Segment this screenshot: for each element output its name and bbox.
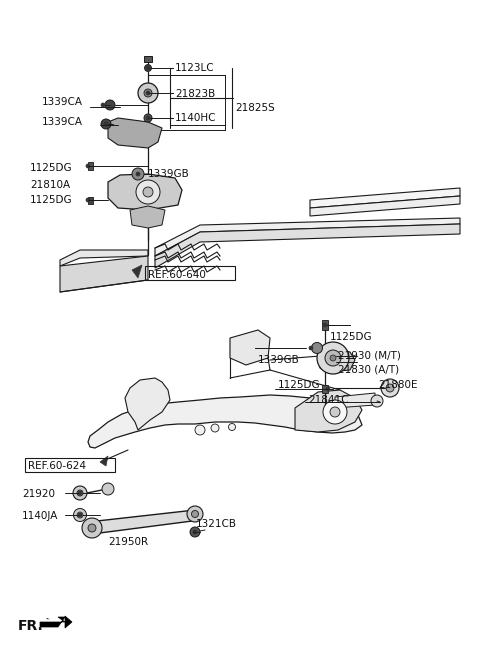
- Text: 1339GB: 1339GB: [258, 355, 300, 365]
- Circle shape: [146, 91, 150, 95]
- Text: 21823B: 21823B: [175, 89, 215, 99]
- Bar: [25, 458, 115, 472]
- Text: 1140JA: 1140JA: [22, 511, 59, 521]
- Circle shape: [146, 66, 150, 70]
- Text: REF.60-624: REF.60-624: [28, 461, 86, 471]
- Polygon shape: [60, 250, 148, 266]
- Circle shape: [144, 89, 152, 97]
- Circle shape: [86, 164, 90, 168]
- Polygon shape: [155, 224, 460, 268]
- Circle shape: [105, 100, 115, 110]
- Text: 1125DG: 1125DG: [330, 332, 372, 342]
- Circle shape: [77, 512, 83, 518]
- Circle shape: [78, 513, 82, 517]
- Polygon shape: [155, 218, 460, 256]
- Circle shape: [192, 510, 199, 517]
- Polygon shape: [125, 378, 170, 430]
- Circle shape: [386, 384, 394, 392]
- Polygon shape: [295, 390, 362, 432]
- Circle shape: [146, 116, 150, 120]
- Circle shape: [101, 119, 111, 129]
- Circle shape: [190, 527, 200, 537]
- Circle shape: [101, 103, 105, 107]
- Circle shape: [371, 395, 383, 407]
- Circle shape: [211, 424, 219, 432]
- Circle shape: [317, 342, 349, 374]
- Text: 21920: 21920: [22, 489, 55, 499]
- Text: 21950R: 21950R: [108, 537, 148, 547]
- Circle shape: [330, 355, 336, 361]
- Circle shape: [312, 343, 323, 354]
- Circle shape: [143, 187, 153, 197]
- Polygon shape: [100, 456, 108, 466]
- Text: FR.: FR.: [18, 619, 44, 633]
- Text: 21880E: 21880E: [378, 380, 418, 390]
- Circle shape: [323, 323, 327, 327]
- Polygon shape: [310, 196, 460, 216]
- Text: 1321CB: 1321CB: [196, 519, 237, 529]
- Text: 21830 (A/T): 21830 (A/T): [338, 365, 399, 375]
- Circle shape: [326, 387, 330, 391]
- Text: 1339GB: 1339GB: [148, 169, 190, 179]
- Circle shape: [138, 83, 158, 103]
- Polygon shape: [132, 265, 142, 278]
- Polygon shape: [320, 348, 355, 372]
- Text: 1339CA: 1339CA: [42, 117, 83, 127]
- Polygon shape: [38, 619, 62, 625]
- Text: 21825S: 21825S: [235, 103, 275, 113]
- Circle shape: [102, 483, 114, 495]
- Polygon shape: [230, 330, 270, 365]
- Circle shape: [228, 424, 236, 430]
- Polygon shape: [88, 510, 200, 534]
- Circle shape: [104, 122, 108, 126]
- Text: 1125DG: 1125DG: [30, 163, 72, 173]
- Text: 21841C: 21841C: [308, 395, 348, 405]
- Bar: [88, 197, 93, 204]
- Text: 21930 (M/T): 21930 (M/T): [338, 351, 401, 361]
- Text: 1125DG: 1125DG: [30, 195, 72, 205]
- Circle shape: [78, 491, 82, 495]
- Circle shape: [136, 180, 160, 204]
- Bar: [322, 385, 328, 393]
- Circle shape: [330, 407, 340, 417]
- Polygon shape: [335, 393, 375, 408]
- Polygon shape: [310, 188, 460, 208]
- Polygon shape: [88, 395, 362, 448]
- Circle shape: [77, 490, 83, 496]
- Circle shape: [73, 508, 86, 521]
- Circle shape: [73, 486, 87, 500]
- Polygon shape: [40, 617, 65, 627]
- Circle shape: [88, 524, 96, 532]
- Polygon shape: [108, 174, 182, 210]
- Circle shape: [195, 425, 205, 435]
- Polygon shape: [65, 616, 72, 628]
- Circle shape: [309, 346, 313, 350]
- Circle shape: [86, 198, 90, 202]
- Circle shape: [381, 379, 399, 397]
- Circle shape: [136, 172, 140, 176]
- Circle shape: [323, 400, 347, 424]
- Polygon shape: [108, 118, 162, 148]
- Bar: [88, 162, 93, 170]
- Bar: [322, 320, 328, 330]
- Text: 1123LC: 1123LC: [175, 63, 215, 73]
- Polygon shape: [130, 206, 165, 228]
- Bar: [144, 56, 152, 62]
- Text: 1140HC: 1140HC: [175, 113, 216, 123]
- Text: REF.60-640: REF.60-640: [148, 270, 206, 280]
- Text: 1339CA: 1339CA: [42, 97, 83, 107]
- Text: 1125DG: 1125DG: [278, 380, 321, 390]
- Circle shape: [325, 350, 341, 366]
- Circle shape: [132, 168, 144, 180]
- Text: 21810A: 21810A: [30, 180, 70, 190]
- Circle shape: [82, 518, 102, 538]
- Circle shape: [193, 530, 197, 534]
- Circle shape: [144, 114, 152, 122]
- Circle shape: [144, 64, 152, 71]
- Circle shape: [187, 506, 203, 522]
- Polygon shape: [60, 256, 148, 292]
- Bar: [145, 266, 235, 280]
